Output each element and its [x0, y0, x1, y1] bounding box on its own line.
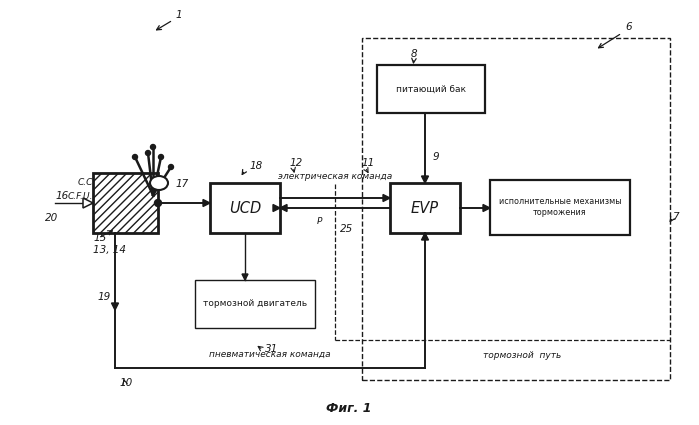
Bar — [490, 180, 630, 235]
Circle shape — [150, 144, 155, 150]
Text: 16: 16 — [56, 191, 69, 201]
Text: 6: 6 — [625, 22, 632, 32]
Text: 19: 19 — [97, 292, 110, 302]
Polygon shape — [203, 199, 210, 207]
Text: пневматическая команда: пневматическая команда — [209, 349, 331, 359]
Text: 31: 31 — [265, 344, 278, 354]
Text: UCD: UCD — [229, 201, 261, 215]
Ellipse shape — [150, 176, 168, 190]
Text: 12: 12 — [290, 158, 303, 168]
Polygon shape — [83, 198, 93, 208]
Text: C.C.: C.C. — [78, 178, 96, 187]
Bar — [210, 183, 280, 233]
Text: P: P — [317, 217, 322, 226]
Text: 18: 18 — [250, 161, 264, 171]
Circle shape — [154, 199, 161, 207]
Circle shape — [133, 155, 138, 159]
Bar — [93, 173, 158, 233]
Polygon shape — [421, 233, 428, 240]
Circle shape — [145, 150, 150, 156]
Bar — [195, 280, 315, 328]
Polygon shape — [273, 204, 280, 212]
Text: Фиг. 1: Фиг. 1 — [326, 402, 372, 415]
Text: 17: 17 — [176, 179, 189, 189]
Polygon shape — [383, 195, 390, 201]
Text: исполнительные механизмы
торможения: исполнительные механизмы торможения — [498, 197, 621, 217]
Polygon shape — [483, 204, 490, 212]
Text: 25: 25 — [340, 224, 353, 234]
Circle shape — [168, 164, 173, 170]
Text: 11: 11 — [362, 158, 375, 168]
Bar — [377, 65, 485, 113]
Circle shape — [159, 155, 164, 159]
Text: EVP: EVP — [411, 201, 439, 215]
Text: питающий бак: питающий бак — [396, 85, 466, 94]
Text: тормозной  путь: тормозной путь — [483, 351, 561, 360]
Text: 7: 7 — [672, 212, 679, 222]
Text: тормозной двигатель: тормозной двигатель — [203, 300, 307, 309]
Text: 10: 10 — [120, 378, 134, 388]
Text: 13, 14: 13, 14 — [93, 245, 126, 255]
Bar — [362, 38, 670, 380]
Polygon shape — [421, 176, 428, 183]
Text: электрическая команда: электрическая команда — [278, 172, 392, 181]
Polygon shape — [242, 274, 248, 280]
Polygon shape — [112, 303, 119, 310]
Bar — [390, 183, 460, 233]
Text: 15: 15 — [93, 233, 106, 243]
Polygon shape — [280, 204, 287, 212]
Text: 8: 8 — [411, 49, 417, 59]
Text: 9: 9 — [433, 152, 440, 162]
Text: 20: 20 — [45, 213, 58, 223]
Text: C.F.U.: C.F.U. — [68, 192, 94, 201]
Text: 1: 1 — [175, 10, 182, 20]
